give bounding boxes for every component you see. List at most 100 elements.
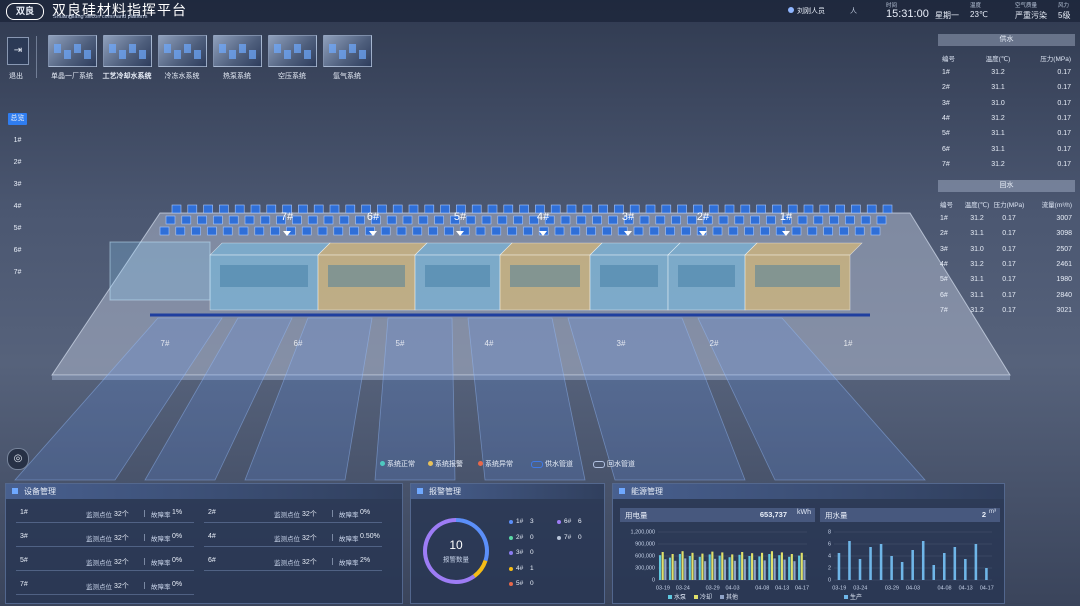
equipment-unit (250, 204, 261, 214)
system-label[interactable]: 空压系统 (278, 73, 306, 80)
table-cell: 7# (942, 160, 950, 168)
system-thumb[interactable] (48, 35, 97, 67)
alarm-count: 0 (530, 549, 534, 556)
system-thumb[interactable] (103, 35, 152, 67)
bar (753, 560, 756, 580)
system-label[interactable]: 氩气系统 (333, 73, 361, 80)
equipment-unit (803, 204, 814, 214)
equipment-unit (292, 215, 302, 225)
equipment-unit (750, 215, 760, 225)
x-tick-label: 04-17 (795, 585, 809, 591)
divider (332, 534, 333, 541)
unit-box (414, 254, 501, 311)
bar (681, 551, 684, 580)
rate-label: 故障率 (151, 536, 171, 543)
bar (783, 559, 786, 580)
equipment-unit (851, 204, 861, 214)
divider (144, 510, 145, 517)
bar (711, 551, 714, 580)
weekday-value: 星期一 (935, 11, 959, 20)
x-tick-label: 04-08 (938, 585, 952, 591)
table-cell: 31.1 (970, 291, 984, 299)
bar (668, 557, 672, 580)
equipment-unit (677, 204, 687, 214)
system-thumb[interactable] (268, 35, 317, 67)
table-cell: 0.17 (1057, 69, 1071, 76)
unit-top (499, 242, 603, 256)
rate-label: 故障率 (151, 560, 171, 567)
nav-tab[interactable]: 6# (13, 247, 22, 254)
unit-box (667, 254, 746, 311)
system-label[interactable]: 热泵系统 (223, 73, 251, 80)
equipment-unit (270, 226, 280, 236)
equipment-unit (456, 204, 466, 214)
equipment-unit (238, 226, 249, 236)
equipment-unit (649, 226, 660, 236)
legend-icon (531, 461, 543, 468)
bar (911, 550, 914, 580)
table-cell: 31.2 (970, 306, 984, 314)
nav-tab[interactable]: 2# (13, 159, 22, 166)
zone-label: 5# (396, 339, 405, 348)
air-label: 空气质量 (1015, 3, 1038, 9)
energy-unit: m³ (989, 509, 996, 515)
system-label[interactable]: 单晶一厂系统 (51, 73, 93, 80)
bar (678, 554, 681, 580)
nav-tab[interactable]: 3# (13, 181, 22, 188)
nav-tab[interactable]: 5# (13, 225, 22, 232)
unit-marker (782, 231, 790, 236)
unit-top (414, 242, 513, 256)
unit-top (744, 242, 863, 256)
system-thumb[interactable] (213, 35, 262, 67)
system-thumb[interactable] (323, 35, 372, 67)
y-tick-label: 4 (828, 553, 831, 559)
equipment-unit (718, 215, 729, 225)
unit-box (317, 254, 416, 311)
bar (793, 561, 796, 580)
row-line (16, 546, 194, 547)
bar (790, 554, 793, 580)
alarm-dot (509, 551, 513, 555)
nav-tab[interactable]: 1# (13, 137, 22, 144)
exit-button[interactable]: ⇥ (7, 37, 29, 65)
bar (671, 554, 674, 580)
bar (723, 559, 727, 580)
panel-title: 能源管理 (613, 484, 1004, 499)
table-header: 编号 (940, 202, 953, 209)
alarm-panel: 报警管理 10 报警数量 1# 3 2# 0 3# 0 4# 1 5# 0 6# 6 7# 0 (410, 483, 605, 604)
equipment-unit (234, 204, 245, 214)
equipment-unit (734, 215, 745, 225)
bar (708, 554, 711, 580)
bar (741, 552, 744, 580)
table-cell: 31.2 (991, 160, 1005, 168)
thumb-detail (274, 44, 281, 53)
table-cell: 31.2 (991, 114, 1005, 122)
device-name: 5# (20, 557, 28, 564)
unit-label: 3# (622, 211, 635, 223)
x-tick-label: 03-24 (676, 585, 690, 591)
nav-tab[interactable]: 4# (13, 203, 22, 210)
locate-button[interactable]: ◎ (7, 448, 29, 470)
y-tick-label: 0 (652, 577, 655, 583)
panel-title: 设备管理 (6, 484, 402, 499)
table-cell: 6# (942, 145, 950, 153)
nav-tab[interactable]: 7# (13, 269, 22, 276)
thumb-detail (359, 50, 366, 59)
bar (674, 560, 677, 580)
equipment-unit (813, 215, 824, 225)
unit-box (499, 254, 591, 311)
alarm-count: 1 (530, 564, 534, 572)
system-label[interactable]: 冷冻水系统 (164, 73, 200, 80)
bar (661, 552, 664, 580)
equipment-unit (665, 226, 675, 236)
equipment-unit (313, 204, 324, 214)
thumb-detail (64, 50, 71, 59)
table-cell: 5# (940, 276, 948, 284)
legend-swatch (694, 595, 698, 599)
rate-value: 1% (172, 509, 183, 516)
system-thumb[interactable] (158, 35, 207, 67)
system-label[interactable]: 工艺冷却水系统 (102, 73, 152, 80)
exit-label[interactable]: 退出 (9, 73, 23, 80)
nav-tab[interactable]: 总览 (8, 113, 27, 125)
equipment-unit (412, 226, 423, 236)
